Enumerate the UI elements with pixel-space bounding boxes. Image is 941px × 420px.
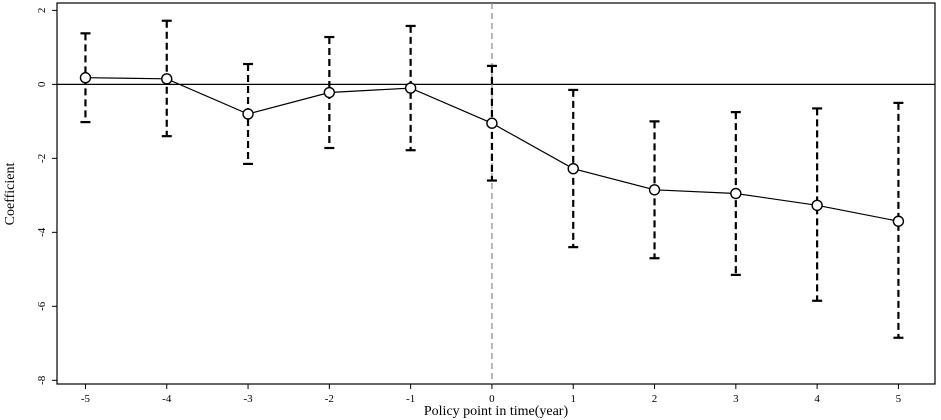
data-point (404, 82, 417, 94)
data-point (161, 73, 173, 85)
x-tick-label: 5 (896, 393, 902, 405)
data-point (79, 72, 92, 84)
error-bars (80, 19, 904, 339)
reference-lines (57, 3, 935, 384)
x-tick-label: -5 (81, 393, 91, 405)
x-axis-title: Policy point in time(year) (424, 404, 569, 419)
error-bar (812, 107, 823, 302)
data-point (648, 184, 661, 196)
x-tick-label: -4 (162, 393, 172, 405)
data-point (567, 163, 579, 175)
y-tick-label: 2 (36, 8, 48, 14)
x-tick-label: 1 (570, 393, 576, 405)
x-tick-label: 4 (814, 393, 820, 405)
data-point (892, 215, 905, 227)
data-point (323, 86, 336, 99)
data-point (486, 117, 498, 129)
y-tick-label: -6 (36, 301, 48, 311)
error-bar (405, 24, 416, 152)
x-tick-label: 0 (489, 393, 495, 405)
data-points (79, 72, 905, 227)
y-tick-label: -8 (36, 375, 48, 385)
y-axis-title: Coefficient (3, 163, 18, 226)
x-axis: -5 -4 -3 -2 -1 0 1 2 3 4 5 (81, 384, 902, 405)
data-point (730, 187, 742, 200)
y-tick-label: -4 (36, 227, 48, 237)
x-tick-label: -3 (243, 393, 253, 405)
x-tick-label: 3 (733, 393, 739, 405)
y-tick-label: -2 (36, 154, 48, 163)
y-tick-label: 0 (36, 81, 48, 87)
x-tick-label: -2 (325, 393, 334, 405)
data-point (242, 108, 254, 120)
data-point (811, 199, 823, 212)
plot-frame (56, 2, 936, 385)
error-bar (893, 101, 904, 339)
y-axis: 2 0 -2 -4 -6 -8 (36, 8, 57, 385)
x-tick-label: -1 (406, 393, 415, 405)
x-tick-label: 2 (652, 393, 658, 405)
